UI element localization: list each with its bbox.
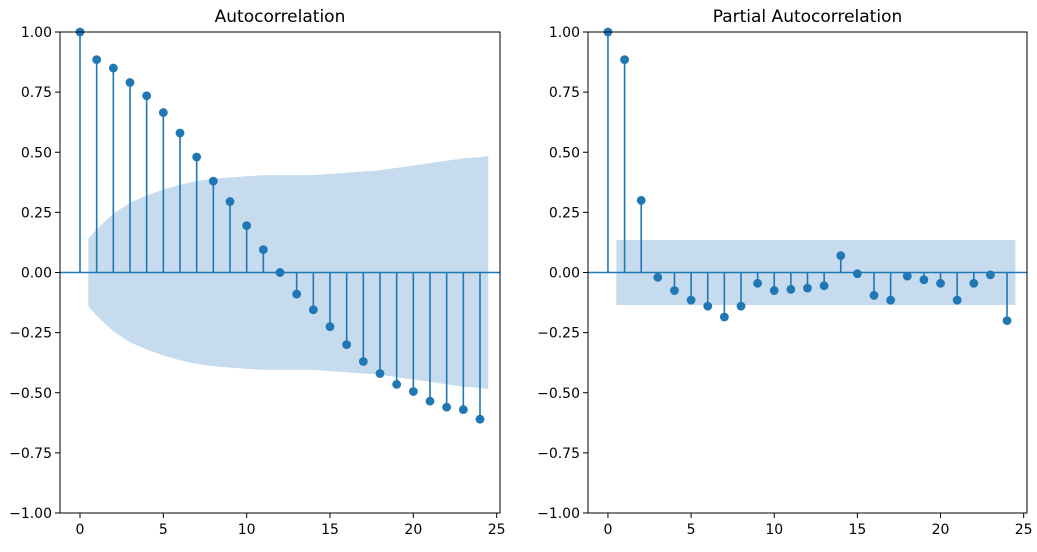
y-tick-label: −0.25 bbox=[9, 326, 52, 342]
y-tick-label: −1.00 bbox=[537, 506, 580, 522]
y-tick-label: −0.25 bbox=[537, 326, 580, 342]
data-point-lag-18 bbox=[902, 271, 912, 281]
y-tick-label: 0.00 bbox=[21, 266, 52, 282]
x-tick-label: 20 bbox=[932, 522, 950, 538]
data-point-lag-10 bbox=[242, 221, 252, 231]
data-point-lag-23 bbox=[986, 270, 995, 280]
data-point-lag-1 bbox=[92, 55, 102, 65]
data-point-lag-19 bbox=[392, 379, 402, 389]
y-tick-label: 0.75 bbox=[21, 85, 52, 101]
chart-panel-acf: 0 5 10 15 20 25 1.00 0.75 0.50 0.25 0.00 −0.25 −0.50… bbox=[9, 7, 505, 538]
data-point-lag-15 bbox=[852, 269, 862, 279]
x-tick-label: 0 bbox=[76, 522, 85, 538]
data-point-lag-11 bbox=[786, 284, 796, 294]
data-point-lag-12 bbox=[803, 283, 812, 293]
x-tick-label: 5 bbox=[159, 522, 168, 538]
data-point-lag-24 bbox=[1002, 316, 1012, 325]
y-tick-label: 0.00 bbox=[549, 266, 580, 282]
data-point-lag-17 bbox=[358, 357, 368, 366]
data-point-lag-14 bbox=[308, 305, 318, 315]
data-point-lag-5 bbox=[686, 295, 696, 305]
data-point-lag-24 bbox=[475, 414, 485, 424]
data-point-lag-4 bbox=[142, 91, 152, 101]
y-tick-label: 0.75 bbox=[549, 85, 580, 101]
data-point-lag-8 bbox=[208, 176, 218, 186]
y-tick-label: 0.25 bbox=[549, 205, 580, 221]
data-point-lag-14 bbox=[836, 251, 846, 261]
data-point-lag-9 bbox=[753, 278, 763, 288]
data-point-lag-13 bbox=[819, 281, 829, 291]
data-point-lag-13 bbox=[292, 289, 302, 299]
data-point-lag-22 bbox=[969, 278, 979, 288]
y-tick-label: −0.75 bbox=[537, 446, 580, 462]
data-point-lag-6 bbox=[703, 301, 713, 311]
data-point-lag-10 bbox=[769, 286, 779, 295]
data-point-lag-8 bbox=[736, 301, 746, 311]
x-tick-label: 0 bbox=[603, 522, 612, 538]
data-point-lag-18 bbox=[375, 369, 385, 378]
data-point-lag-11 bbox=[258, 245, 268, 255]
data-point-lag-23 bbox=[458, 405, 468, 414]
y-tick-label: −1.00 bbox=[9, 506, 52, 522]
data-point-lag-20 bbox=[408, 387, 418, 396]
x-tick-label: 20 bbox=[404, 522, 422, 538]
data-point-lag-21 bbox=[425, 396, 435, 406]
data-point-lag-4 bbox=[670, 286, 679, 295]
x-tick-label: 15 bbox=[848, 522, 866, 538]
x-tick-label: 10 bbox=[765, 522, 783, 538]
x-tick-label: 25 bbox=[488, 522, 506, 538]
data-point-lag-20 bbox=[936, 278, 945, 288]
chart-title: Autocorrelation bbox=[215, 7, 346, 27]
data-point-lag-12 bbox=[275, 268, 285, 277]
data-point-lag-16 bbox=[869, 290, 879, 300]
data-point-lag-3 bbox=[125, 78, 135, 87]
data-point-lag-17 bbox=[886, 295, 896, 305]
x-tick-label: 25 bbox=[1015, 522, 1033, 538]
data-point-lag-22 bbox=[442, 402, 452, 412]
y-tick-label: 0.50 bbox=[549, 145, 580, 161]
data-point-lag-19 bbox=[919, 275, 929, 285]
data-point-lag-7 bbox=[192, 152, 202, 162]
data-point-lag-2 bbox=[108, 63, 118, 73]
data-point-lag-9 bbox=[225, 197, 235, 206]
x-tick-label: 5 bbox=[687, 522, 696, 538]
y-tick-label: 0.25 bbox=[21, 205, 52, 221]
data-point-lag-21 bbox=[952, 295, 962, 305]
data-point-lag-3 bbox=[653, 272, 663, 282]
data-point-lag-16 bbox=[342, 340, 352, 350]
x-tick-label: 15 bbox=[321, 522, 339, 538]
x-tick-label: 10 bbox=[238, 522, 256, 538]
data-point-lag-15 bbox=[325, 322, 335, 332]
y-tick-label: −0.50 bbox=[9, 386, 52, 402]
y-tick-label: 0.50 bbox=[21, 145, 52, 161]
y-tick-label: −0.50 bbox=[537, 386, 580, 402]
data-point-lag-5 bbox=[158, 108, 168, 117]
y-tick-label: −0.75 bbox=[9, 446, 52, 462]
y-tick-label: 1.00 bbox=[21, 25, 52, 41]
chart-panel-pacf: 0 5 10 15 20 25 1.00 0.75 0.50 0.25 0.00 −0.25 −0.50… bbox=[537, 7, 1032, 538]
y-tick-label: 1.00 bbox=[549, 25, 580, 41]
data-point-lag-6 bbox=[175, 128, 185, 138]
data-point-lag-1 bbox=[620, 55, 629, 65]
data-point-lag-7 bbox=[719, 312, 729, 322]
chart-title: Partial Autocorrelation bbox=[713, 7, 903, 27]
data-point-lag-2 bbox=[636, 195, 646, 205]
